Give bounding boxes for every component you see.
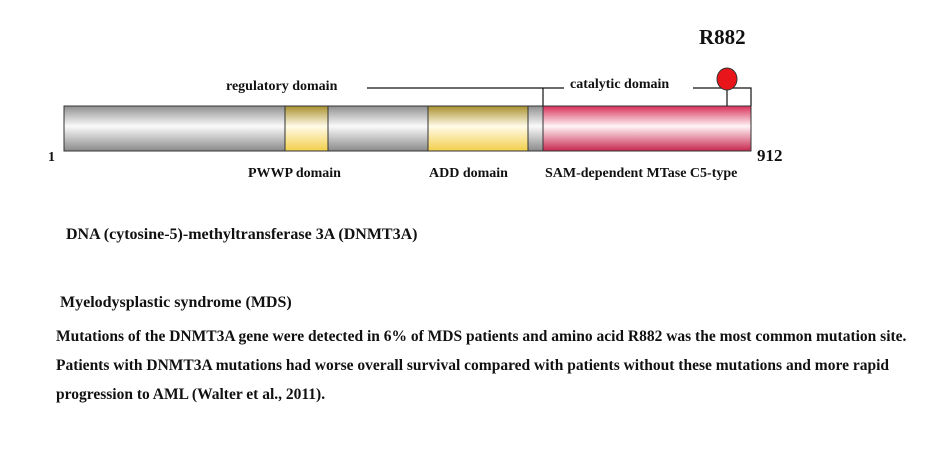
domain-brackets: [367, 87, 752, 106]
end-position: 912: [757, 146, 783, 165]
regulatory-domain-label: regulatory domain: [226, 79, 338, 94]
pwwp-domain-label: PWWP domain: [248, 166, 341, 181]
catalytic-domain-label: catalytic domain: [570, 77, 670, 92]
mutation-label: R882: [699, 25, 746, 49]
protein-domain-diagram: [63, 67, 752, 152]
mtase-domain: [542, 105, 752, 152]
mtase-domain-label: SAM-dependent MTase C5-type: [545, 166, 738, 181]
add-domain-label: ADD domain: [429, 166, 508, 181]
start-position: 1: [48, 150, 55, 165]
add-domain: [427, 105, 529, 152]
disease-title: Myelodysplastic syndrome (MDS): [60, 294, 292, 311]
protein-name: DNA (cytosine-5)-methyltransferase 3A (D…: [66, 226, 418, 243]
mutation-marker-r882: [716, 67, 738, 91]
description-paragraph: Mutations of the DNMT3A gene were detect…: [56, 328, 907, 403]
pwwp-domain: [284, 105, 329, 152]
